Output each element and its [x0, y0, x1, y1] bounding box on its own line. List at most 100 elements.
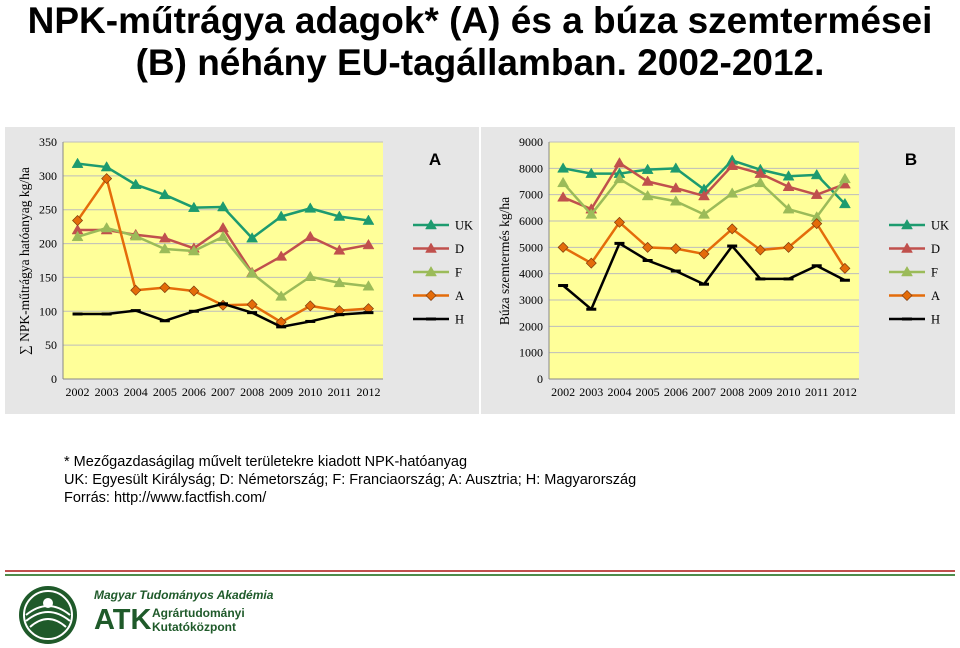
y-tick-label: 2000: [519, 319, 543, 333]
legend-label-F: F: [455, 266, 462, 280]
data-point-F: [362, 280, 375, 291]
data-point-A: [72, 215, 84, 227]
data-point-A: [726, 223, 738, 235]
x-tick-label: 2005: [153, 385, 177, 399]
data-point-D: [275, 250, 288, 261]
data-point-A: [783, 241, 795, 253]
x-tick-label: 2010: [298, 385, 322, 399]
x-tick-label: 2009: [748, 385, 772, 399]
data-point-UK: [810, 168, 823, 180]
data-point-H: [811, 264, 822, 268]
x-tick-label: 2009: [269, 385, 293, 399]
legend-label-A: A: [931, 289, 940, 303]
chart-npk-fertilizer: 0 50 100 150 200 250 300 350 2002 2003 2004 2005 200…: [5, 127, 479, 414]
legend-label-D: D: [455, 242, 464, 256]
data-point-H: [839, 278, 850, 282]
legend-marker-UK: [425, 219, 437, 230]
data-point-H: [363, 311, 374, 315]
data-point-A: [130, 284, 142, 296]
x-tick-label: 2011: [328, 385, 352, 399]
legend-label-F: F: [931, 266, 938, 280]
x-tick-label: 2012: [833, 385, 857, 399]
x-tick-label: 2005: [636, 385, 660, 399]
data-point-H: [586, 307, 597, 311]
data-point-F: [129, 230, 142, 241]
data-point-A: [670, 243, 682, 255]
data-point-UK: [838, 197, 851, 209]
data-point-F: [100, 221, 113, 233]
data-point-H: [334, 313, 345, 317]
y-tick-label: 150: [39, 270, 57, 284]
data-point-F: [726, 187, 739, 198]
data-point-A: [613, 216, 625, 228]
data-point-UK: [158, 188, 171, 200]
data-point-F: [275, 290, 288, 301]
data-point-H: [72, 312, 83, 316]
chart-notes: * Mezőgazdaságilag művelt területekre ki…: [64, 453, 636, 507]
x-tick-label: 2008: [720, 385, 744, 399]
data-point-A: [188, 285, 200, 297]
data-point-F: [838, 172, 851, 184]
data-point-A: [642, 241, 654, 253]
chart-wheat-yield: 0 1000 2000 3000 4000 5000 6000 7000 8000 9000 200…: [481, 127, 955, 414]
data-point-A: [754, 244, 766, 256]
y-tick-label: 200: [39, 237, 57, 251]
footer-rule-red: [5, 570, 955, 572]
legend-marker-A: [901, 290, 913, 301]
data-point-F: [698, 208, 710, 219]
data-point-UK: [187, 201, 200, 212]
legend-marker-D: [425, 242, 437, 253]
data-point-H: [642, 259, 653, 262]
y-tick-label: 4000: [519, 267, 543, 281]
data-point-H: [130, 309, 141, 313]
org-subtitle-line-1: Agrártudományi: [152, 606, 245, 620]
data-point-H: [727, 244, 738, 248]
x-tick-label: 2004: [607, 385, 631, 399]
data-point-A: [698, 248, 710, 260]
data-point-D: [641, 175, 654, 186]
x-tick-label: 2002: [551, 385, 575, 399]
data-point-D: [613, 157, 626, 168]
data-point-UK: [782, 170, 795, 181]
data-point-A: [811, 218, 823, 230]
data-point-H: [558, 284, 569, 288]
country-key: UK: Egyesült Királyság; D: Németország; …: [64, 472, 637, 488]
legend-label-UK: UK: [931, 219, 949, 233]
data-point-D: [698, 189, 710, 201]
data-point-UK: [641, 163, 654, 174]
legend-label-A: A: [455, 289, 464, 303]
data-point-D: [782, 180, 795, 192]
legend-marker-UK: [901, 219, 913, 230]
legend-label-UK: UK: [455, 219, 473, 233]
y-axis-label: ∑ NPK-műtrágya hatóanyag kg/ha: [17, 167, 32, 355]
y-tick-label: 300: [39, 169, 57, 183]
panel-label: A: [429, 150, 441, 169]
data-point-UK: [669, 162, 682, 173]
data-point-D: [158, 232, 171, 243]
data-point-H: [670, 269, 681, 273]
data-point-UK: [100, 161, 113, 172]
title-line-1: NPK-műtrágya adagok* (A) és a búza szemt…: [27, 0, 933, 41]
data-point-F: [246, 267, 259, 278]
data-point-UK: [71, 157, 84, 168]
data-point-F: [754, 176, 767, 188]
data-point-D: [304, 230, 317, 242]
y-tick-label: 50: [45, 338, 57, 352]
x-tick-label: 2010: [777, 385, 801, 399]
data-point-D: [362, 238, 375, 250]
y-tick-label: 0: [537, 372, 543, 386]
data-point-H: [614, 241, 625, 245]
title-line-2: (B) néhány EU-tagállamban. 2002-2012.: [135, 42, 825, 83]
data-point-F: [158, 242, 171, 254]
data-point-H: [783, 277, 794, 281]
data-point-D: [810, 188, 823, 199]
data-point-H: [188, 309, 199, 313]
x-tick-label: 2004: [124, 385, 148, 399]
org-name: Magyar Tudományos Akadémia: [94, 588, 274, 602]
data-point-UK: [217, 201, 229, 212]
data-point-F: [333, 276, 346, 288]
data-point-F: [669, 195, 682, 206]
data-point-F: [217, 230, 229, 242]
data-point-D: [333, 244, 346, 255]
y-tick-label: 100: [39, 304, 57, 318]
